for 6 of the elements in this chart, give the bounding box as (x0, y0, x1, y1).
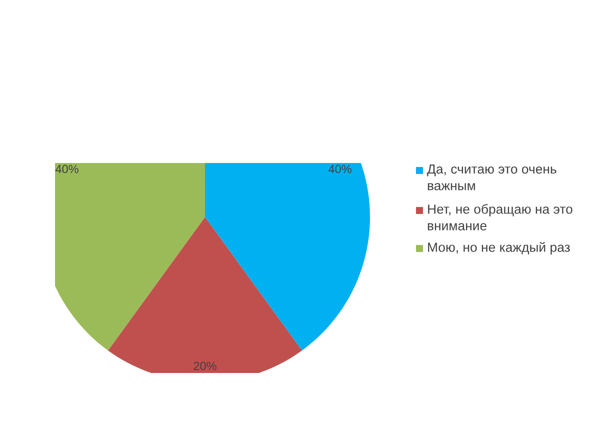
legend-label: Мою, но не каждый раз (428, 242, 570, 255)
legend-label: Нет, не обращаю на это внимание (428, 204, 572, 230)
legend-label: Да, считаю это очень важным (427, 164, 556, 190)
data-label: 20% (194, 362, 216, 370)
data-label: 40% (55, 164, 78, 174)
data-label: 40% (328, 164, 352, 174)
